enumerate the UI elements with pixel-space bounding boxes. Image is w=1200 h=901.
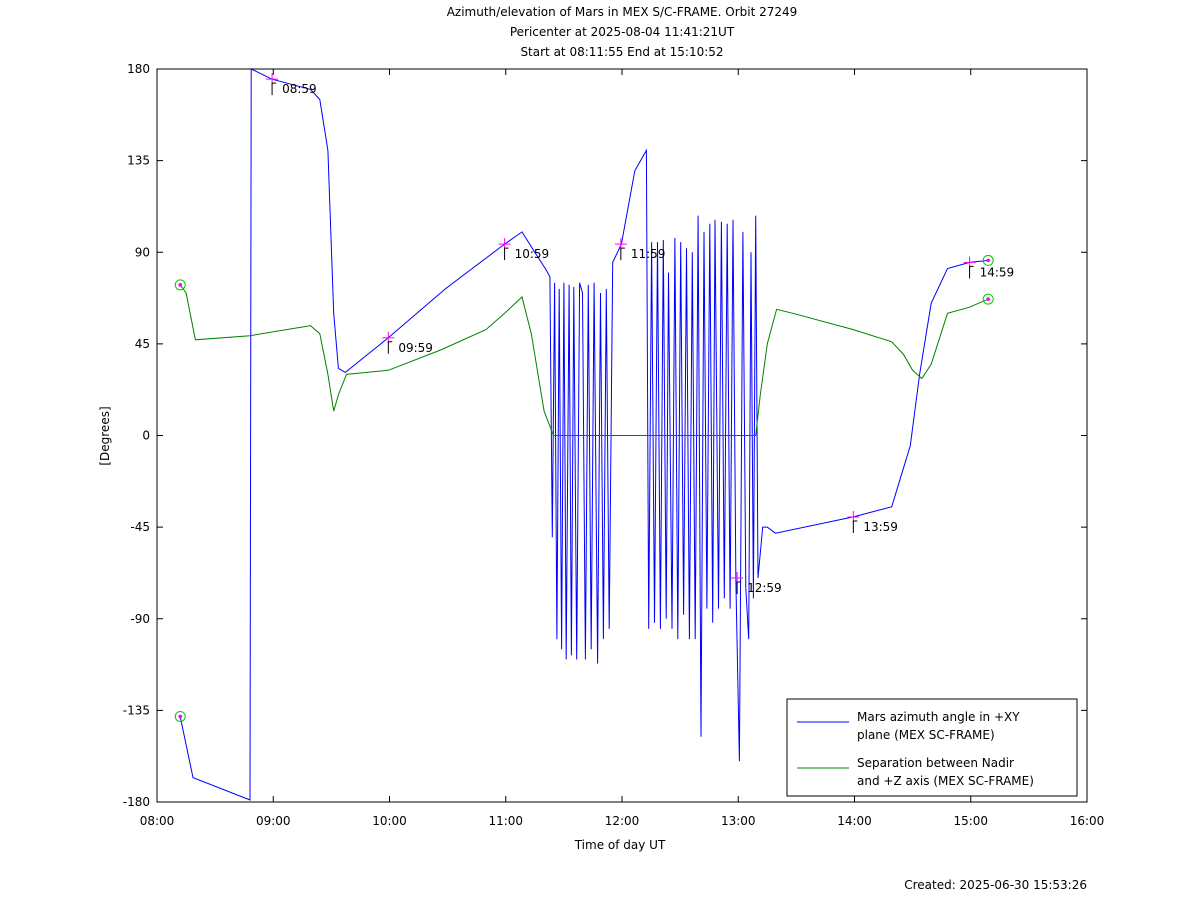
annotation-tick — [504, 247, 509, 261]
y-tick-label: 0 — [142, 429, 150, 443]
chart-subtitle: Pericenter at 2025-08-04 11:41:21UT — [510, 25, 735, 39]
y-tick-label: -180 — [123, 795, 150, 809]
y-tick-label: -90 — [130, 612, 150, 626]
series-line — [179, 68, 989, 801]
annotation: 10:59 — [515, 247, 550, 261]
endpoint-circle — [174, 279, 186, 291]
endpoint-dot — [178, 283, 183, 287]
annotation-tick — [387, 341, 393, 354]
legend-label: Separation between Nadir and +Z axis (MEX… — [857, 756, 1034, 788]
x-tick-label: 13:00 — [721, 814, 756, 828]
annotation: 13:59 — [863, 520, 898, 534]
x-tick-label: 12:00 — [605, 814, 640, 828]
footer: Created: 2025-06-30 15:53:26 — [904, 878, 1087, 892]
endpoint-dot — [986, 258, 990, 263]
chart-subtitle: Start at 08:11:55 End at 15:10:52 — [520, 45, 723, 59]
annotation-tick — [969, 265, 974, 279]
endpoint-dot — [986, 297, 990, 301]
endpoint-circle — [982, 293, 994, 305]
x-axis-label: Time of day UT — [574, 838, 666, 852]
annotation-tick — [852, 520, 858, 533]
legend-box — [786, 698, 1078, 797]
y-tick-label: 135 — [127, 154, 150, 168]
y-tick-label: -135 — [123, 703, 150, 717]
y-tick-label: 90 — [135, 245, 150, 259]
annotation: 12:59 — [747, 581, 782, 595]
endpoint-dot — [178, 714, 183, 719]
annotation-tick — [271, 82, 277, 96]
x-tick-label: 16:00 — [1070, 814, 1105, 828]
x-tick-label: 09:00 — [256, 814, 291, 828]
annotation: 14:59 — [980, 265, 1015, 279]
y-tick-label: -45 — [130, 520, 150, 534]
annotation: 08:59 — [282, 82, 317, 96]
y-axis-label: [Degrees] — [98, 406, 112, 465]
chart-title: Azimuth/elevation of Mars in MEX S/C-FRA… — [447, 5, 798, 19]
series-line — [179, 284, 989, 436]
annotation-tick — [620, 247, 625, 261]
annotation: 09:59 — [398, 341, 433, 355]
y-tick-label: 45 — [135, 337, 150, 351]
x-tick-label: 14:00 — [837, 814, 872, 828]
x-tick-label: 11:00 — [488, 814, 523, 828]
y-tick-label: 180 — [127, 62, 150, 76]
x-tick-label: 15:00 — [953, 814, 988, 828]
endpoint-circle — [174, 710, 186, 722]
x-tick-label: 10:00 — [372, 814, 407, 828]
endpoint-circle — [982, 254, 994, 266]
annotation: 11:59 — [631, 247, 666, 261]
x-tick-label: 08:00 — [140, 814, 175, 828]
annotation-tick — [736, 581, 742, 595]
legend-label: Mars azimuth angle in +XY plane (MEX SC-F… — [857, 710, 1020, 742]
